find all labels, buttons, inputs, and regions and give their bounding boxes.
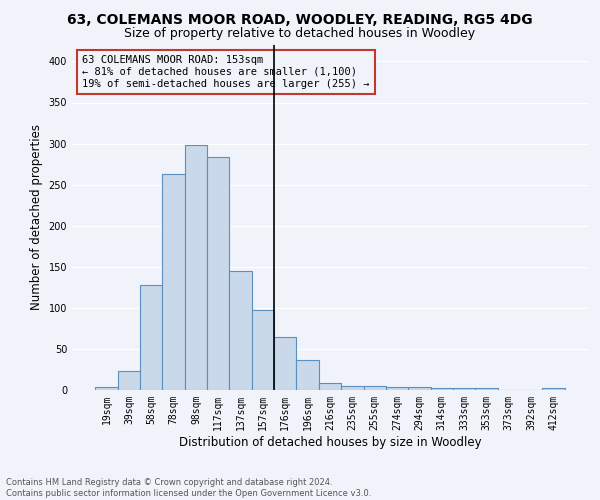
Bar <box>431 388 453 390</box>
Bar <box>118 371 140 390</box>
Text: Contains HM Land Registry data © Crown copyright and database right 2024.
Contai: Contains HM Land Registry data © Crown c… <box>6 478 371 498</box>
Bar <box>140 285 163 390</box>
Text: 63 COLEMANS MOOR ROAD: 153sqm
← 81% of detached houses are smaller (1,100)
19% o: 63 COLEMANS MOOR ROAD: 153sqm ← 81% of d… <box>82 56 370 88</box>
Bar <box>364 386 386 390</box>
Bar <box>386 386 408 390</box>
Bar <box>274 336 296 390</box>
Bar <box>296 360 319 390</box>
Bar <box>341 386 364 390</box>
Bar <box>252 310 274 390</box>
Bar <box>542 388 565 390</box>
Bar <box>408 386 431 390</box>
Bar <box>185 145 207 390</box>
Bar <box>163 174 185 390</box>
X-axis label: Distribution of detached houses by size in Woodley: Distribution of detached houses by size … <box>179 436 481 448</box>
Text: 63, COLEMANS MOOR ROAD, WOODLEY, READING, RG5 4DG: 63, COLEMANS MOOR ROAD, WOODLEY, READING… <box>67 12 533 26</box>
Text: Size of property relative to detached houses in Woodley: Size of property relative to detached ho… <box>124 28 476 40</box>
Y-axis label: Number of detached properties: Number of detached properties <box>30 124 43 310</box>
Bar <box>229 271 252 390</box>
Bar <box>453 388 475 390</box>
Bar <box>319 384 341 390</box>
Bar <box>95 386 118 390</box>
Bar <box>475 388 497 390</box>
Bar <box>207 156 229 390</box>
